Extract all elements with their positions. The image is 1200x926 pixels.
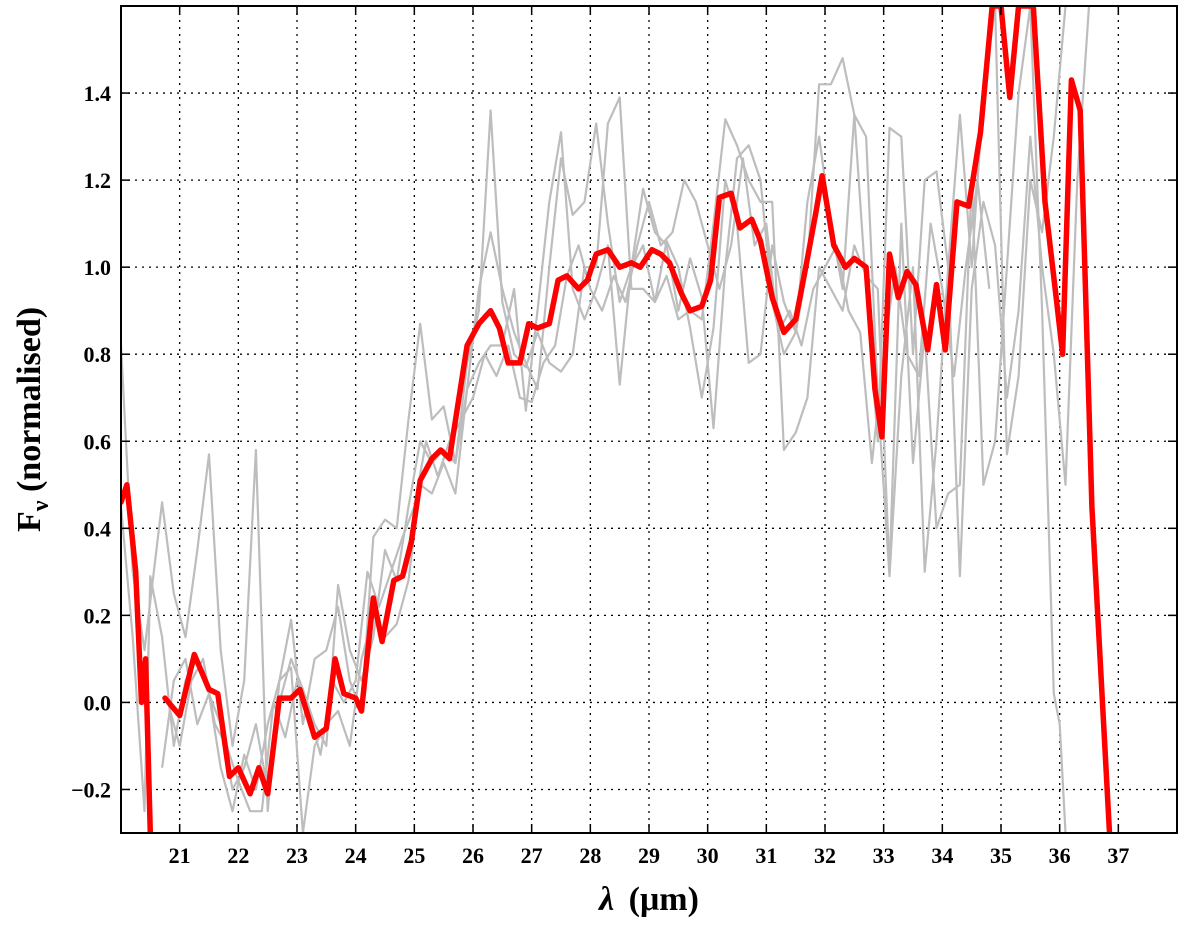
x-tick-label: 30 [697,843,719,868]
y-axis-label: Fν (normalised) [11,307,54,532]
y-tick-label: 1.2 [84,168,112,193]
x-axis-symbol: λ [597,881,614,918]
x-tick-label: 24 [345,843,367,868]
y-axis-subscript: ν [28,500,54,512]
x-tick-label: 22 [227,843,249,868]
x-tick-label: 27 [521,843,543,868]
mean-spectrum-line [162,6,1113,833]
x-tick-label: 23 [286,843,308,868]
x-tick-label: 28 [579,843,601,868]
individual-spectrum-line [166,157,991,813]
mean-spectrum-line [121,482,154,833]
x-tick-label: 31 [755,843,777,868]
y-tick-label: −0.2 [71,777,111,802]
x-tick-label: 29 [638,843,660,868]
x-tick-label: 34 [931,843,953,868]
x-tick-label: 32 [814,843,836,868]
x-axis-unit: (μm) [629,881,699,918]
y-tick-label: 0.0 [84,690,112,715]
x-tick-label: 21 [169,843,191,868]
y-tick-label: 0.4 [84,516,112,541]
x-tick-label: 36 [1049,843,1071,868]
x-axis-label: λ (μm) [597,881,699,918]
y-tick-label: 0.6 [84,429,112,454]
y-tick-label: 0.2 [84,603,112,628]
axis-ticks: 21 22 23 24 25 26 27 28 29 30 31 32 33 34 35 36 37 −0.2 0.… [71,6,1177,868]
y-tick-label: 1.4 [84,81,112,106]
series-lines [121,6,1113,833]
x-tick-label: 37 [1107,843,1129,868]
y-axis-rest: (normalised) [11,307,48,501]
x-tick-label: 25 [403,843,425,868]
y-tick-label: 0.8 [84,342,112,367]
y-tick-label: 1.0 [84,255,112,280]
x-tick-label: 33 [873,843,895,868]
x-tick-label: 26 [462,843,484,868]
y-axis-main: F [11,511,48,532]
individual-spectrum-line [121,6,1091,813]
x-tick-label: 35 [990,843,1012,868]
